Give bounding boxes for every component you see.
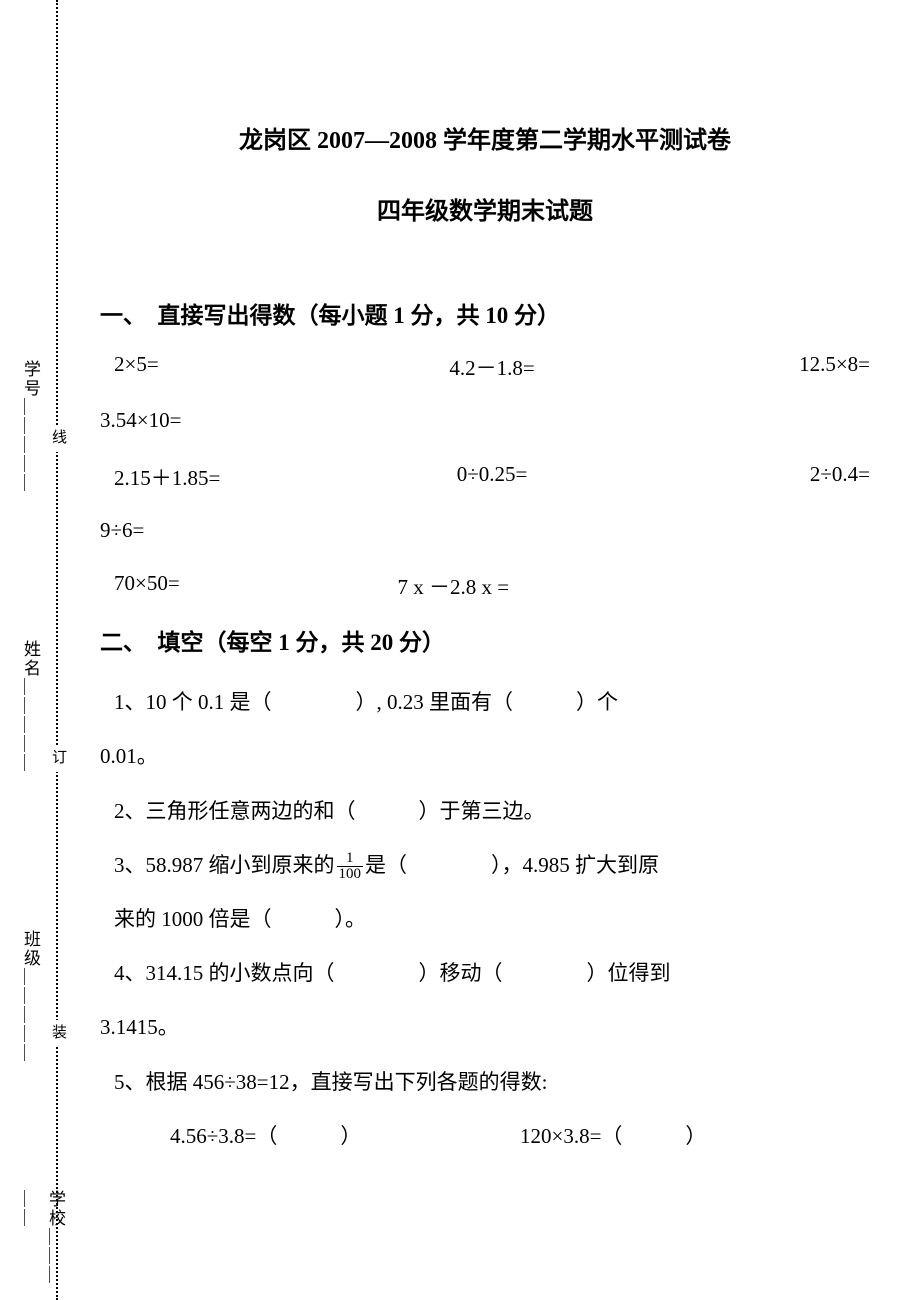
- q4-line2: 3.1415。: [100, 1004, 870, 1050]
- binding-dotted-line: [56, 0, 58, 1300]
- binding-char-ding: 订: [48, 745, 69, 772]
- math-row-3: 2.15＋1.85= 0÷0.25= 2÷0.4=: [100, 462, 870, 492]
- math-row-1: 2×5= 4.2－1.8= 12.5×8=: [100, 352, 870, 382]
- label-class-text: 班级: [21, 930, 40, 968]
- math-item: 3.54×10=: [100, 408, 181, 432]
- section2-heading: 二、 填空（每空 1 分，共 20 分）: [100, 623, 870, 657]
- label-school: 学校＿＿＿＿＿: [18, 1190, 68, 1300]
- fraction-den: 100: [337, 867, 364, 882]
- q3-part-a: 3、58.987 缩小到原来的: [114, 853, 335, 877]
- q5-line1: 5、根据 456÷38=12，直接写出下列各题的得数:: [100, 1059, 870, 1105]
- q3-part-b: 是（ ），4.985 扩大到原: [365, 853, 659, 877]
- math-item: 70×50=: [114, 571, 398, 601]
- underline: ＿＿＿＿＿: [21, 398, 40, 493]
- label-id-text: 学号: [21, 360, 40, 398]
- label-school-text: 学校: [46, 1190, 65, 1228]
- binding-char-zhuang: 装: [48, 1020, 69, 1047]
- underline: ＿＿＿＿＿: [21, 678, 40, 773]
- math-row-2: 3.54×10=: [100, 404, 870, 438]
- q1-line1: 1、10 个 0.1 是（ ）, 0.23 里面有（ ）个: [100, 679, 870, 725]
- math-row-4: 9÷6=: [100, 514, 870, 548]
- content-area: 龙岗区 2007—2008 学年度第二学期水平测试卷 四年级数学期末试题 一、 …: [100, 120, 870, 1167]
- binding-char-xian: 线: [48, 425, 69, 452]
- fraction-1-100: 1100: [337, 851, 364, 882]
- label-student-id: 学号＿＿＿＿＿: [18, 360, 43, 493]
- exam-subtitle: 四年级数学期末试题: [100, 191, 870, 226]
- math-item: 2.15＋1.85=: [114, 462, 366, 492]
- math-item: 2×5=: [114, 352, 366, 382]
- q5-expr-1: 4.56÷3.8=（ ）: [170, 1113, 520, 1159]
- math-item: 7 x －2.8 x =: [398, 571, 871, 601]
- binding-margin: 学校＿＿＿＿＿ 班级＿＿＿＿＿ 姓名＿＿＿＿＿ 学号＿＿＿＿＿ 装 订 线: [0, 0, 90, 1300]
- math-item: 12.5×8=: [618, 352, 870, 382]
- math-item: 9÷6=: [100, 518, 144, 542]
- exam-title: 龙岗区 2007—2008 学年度第二学期水平测试卷: [100, 120, 870, 155]
- section1-heading: 一、 直接写出得数（每小题 1 分，共 10 分）: [100, 296, 870, 330]
- q5-line2: 4.56÷3.8=（ ） 120×3.8=（ ）: [100, 1113, 870, 1159]
- math-row-5: 70×50= 7 x －2.8 x =: [100, 571, 870, 601]
- fraction-num: 1: [337, 851, 364, 867]
- underline: ＿＿＿＿＿: [21, 968, 40, 1063]
- label-class: 班级＿＿＿＿＿: [18, 930, 43, 1063]
- label-name-text: 姓名: [21, 640, 40, 678]
- label-name: 姓名＿＿＿＿＿: [18, 640, 43, 773]
- math-item: 0÷0.25=: [366, 462, 618, 492]
- math-item: 4.2－1.8=: [366, 352, 618, 382]
- q5-expr-2: 120×3.8=（ ）: [520, 1113, 870, 1159]
- q3-line1: 3、58.987 缩小到原来的1100是（ ），4.985 扩大到原: [100, 842, 870, 888]
- q1-line2: 0.01。: [100, 733, 870, 779]
- q3-line2: 来的 1000 倍是（ ）。: [100, 896, 870, 942]
- math-item: 2÷0.4=: [618, 462, 870, 492]
- q4-line1: 4、314.15 的小数点向（ ）移动（ ）位得到: [100, 950, 870, 996]
- q2: 2、三角形任意两边的和（ ）于第三边。: [100, 788, 870, 834]
